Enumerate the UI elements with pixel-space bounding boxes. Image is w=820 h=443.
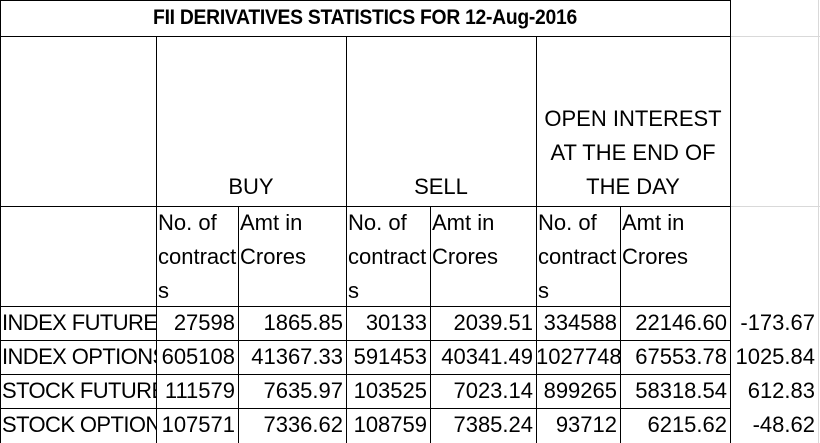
header-sell-label: SELL [414,174,468,199]
buy-amount-cell: 7635.97 [263,378,343,403]
subheader-oi-amount: Amt in Crores [622,210,689,269]
oi-amount-cell: 22146.60 [635,310,727,335]
border [0,36,731,37]
header-buy-label: BUY [228,174,274,199]
header-sell: SELL [346,36,536,206]
header-open-interest-label: OPEN INTEREST AT THE END OF THE DAY [544,106,722,199]
border [536,36,537,443]
border [0,0,1,443]
buy-amount-cell: 41367.33 [251,344,343,369]
buy-contracts-cell: 27598 [173,310,235,335]
oi-amount-cell: 6215.62 [647,412,727,437]
border [0,0,731,1]
sell-contracts-cell: 103525 [353,378,427,403]
net-cell: -48.62 [752,412,815,437]
net-cell: 1025.84 [735,344,815,369]
oi-contracts-cell: 334588 [543,310,617,335]
row-label: STOCK OPTIONS [2,412,156,437]
border [346,36,347,443]
border [0,340,731,341]
sell-contracts-cell: 591453 [353,344,427,369]
header-buy: BUY [156,36,346,206]
buy-contracts-cell: 111579 [164,378,235,403]
border [0,408,731,409]
sell-amount-cell: 40341.49 [441,344,533,369]
border [238,206,239,443]
subheader-sell-amount: Amt in Crores [432,210,499,269]
header-open-interest: OPEN INTEREST AT THE END OF THE DAY [536,36,730,206]
row-label: INDEX OPTIONS [2,344,156,369]
gridline [730,206,820,207]
page-title: FII DERIVATIVES STATISTICS FOR 12-Aug-20… [153,6,577,29]
sell-amount-cell: 7385.24 [453,412,533,437]
gridline [730,36,820,37]
buy-contracts-cell: 605108 [161,344,235,369]
buy-contracts-cell: 107571 [161,412,235,437]
oi-contracts-cell: 1027748 [536,344,620,369]
subheader-buy-contracts: No. of contract s [158,210,237,303]
oi-contracts-cell: 93712 [555,412,617,437]
subheader-oi-contracts: No. of contract s [538,210,617,303]
oi-amount-cell: 58318.54 [635,378,727,403]
net-cell: -173.67 [740,310,815,335]
sell-contracts-cell: 30133 [365,310,427,335]
subheader-buy-amount: Amt in Crores [240,210,307,269]
sell-contracts-cell: 108759 [353,412,427,437]
buy-amount-cell: 1865.85 [263,310,343,335]
oi-amount-cell: 67553.78 [635,344,727,369]
sell-amount-cell: 7023.14 [453,378,533,403]
border [0,306,731,307]
buy-amount-cell: 7336.62 [263,412,343,437]
net-cell: 612.83 [747,378,815,403]
border [156,36,157,443]
sell-amount-cell: 2039.51 [453,310,533,335]
subheader-sell-contracts: No. of contract s [348,210,427,303]
border [0,206,731,207]
row-label: INDEX FUTURES [2,310,156,335]
gridline [818,0,819,443]
row-label: STOCK FUTURES [2,378,156,403]
border [0,374,731,375]
oi-contracts-cell: 899265 [543,378,617,403]
border [430,206,431,443]
border [620,206,621,443]
border [730,0,731,443]
